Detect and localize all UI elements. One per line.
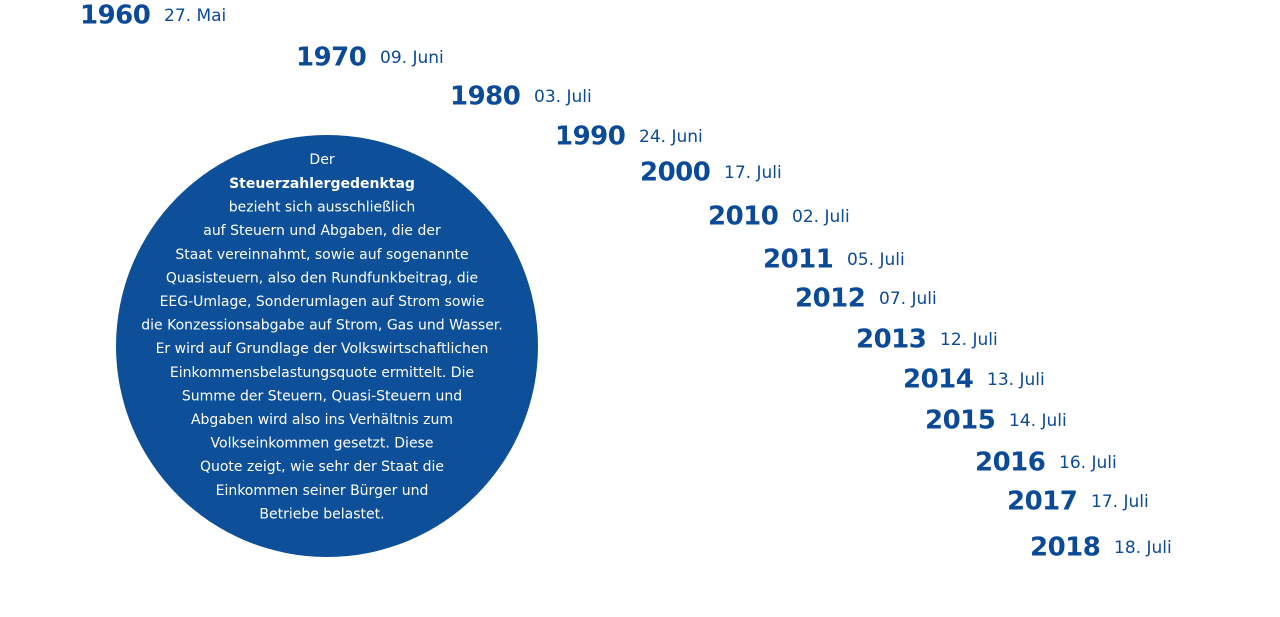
date: 18. Juli [1114,538,1172,558]
year: 1960 [80,1,150,31]
date: 05. Juli [847,250,905,270]
circle-line: die Konzessionsabgabe auf Strom, Gas und… [141,318,502,334]
info-circle [116,135,538,557]
circle-line: Summe der Steuern, Quasi-Steuern und [182,388,462,404]
circle-line: Quasisteuern, also den Rundfunkbeitrag, … [166,270,478,286]
circle-line: Volkseinkommen gesetzt. Diese [211,436,434,452]
date: 27. Mai [164,6,226,26]
year: 2000 [640,158,710,188]
circle-term: Steuerzahlergedenktag [229,176,415,192]
date: 13. Juli [987,370,1045,390]
date: 03. Juli [534,87,592,107]
date: 14. Juli [1009,411,1067,431]
circle-line: Staat vereinnahmt, sowie auf sogenannte [175,247,468,263]
year: 2010 [708,202,778,232]
year: 2018 [1030,533,1100,563]
circle-line: Quote zeigt, wie sehr der Staat die [200,459,444,475]
year: 2014 [903,365,973,395]
year: 1970 [296,43,366,73]
circle-line: bezieht sich ausschließlich [229,200,416,216]
circle-line: EEG-Umlage, Sonderumlagen auf Strom sowi… [160,294,485,310]
date: 12. Juli [940,330,998,350]
circle-intro: Der [309,152,334,168]
circle-line: Betriebe belastet. [259,506,384,522]
circle-line: auf Steuern und Abgaben, die der [203,223,441,239]
date: 17. Juli [724,163,782,183]
circle-line: Einkommen seiner Bürger und [216,483,429,499]
circle-line: Einkommensbelastungsquote ermittelt. Die [170,365,474,381]
year: 2011 [763,245,833,275]
year: 2016 [975,448,1045,478]
date: 16. Juli [1059,453,1117,473]
year: 1990 [555,122,625,152]
year: 1980 [450,82,520,112]
circle-line: Er wird auf Grundlage der Volkswirtschaf… [156,341,489,357]
date: 09. Juni [380,48,444,68]
date: 17. Juli [1091,492,1149,512]
date: 24. Juni [639,127,703,147]
year: 2017 [1007,487,1077,517]
year: 2013 [856,325,926,355]
year: 2012 [795,284,865,314]
circle-line: Abgaben wird also ins Verhältnis zum [191,412,453,428]
date: 07. Juli [879,289,937,309]
year: 2015 [925,406,995,436]
date: 02. Juli [792,207,850,227]
